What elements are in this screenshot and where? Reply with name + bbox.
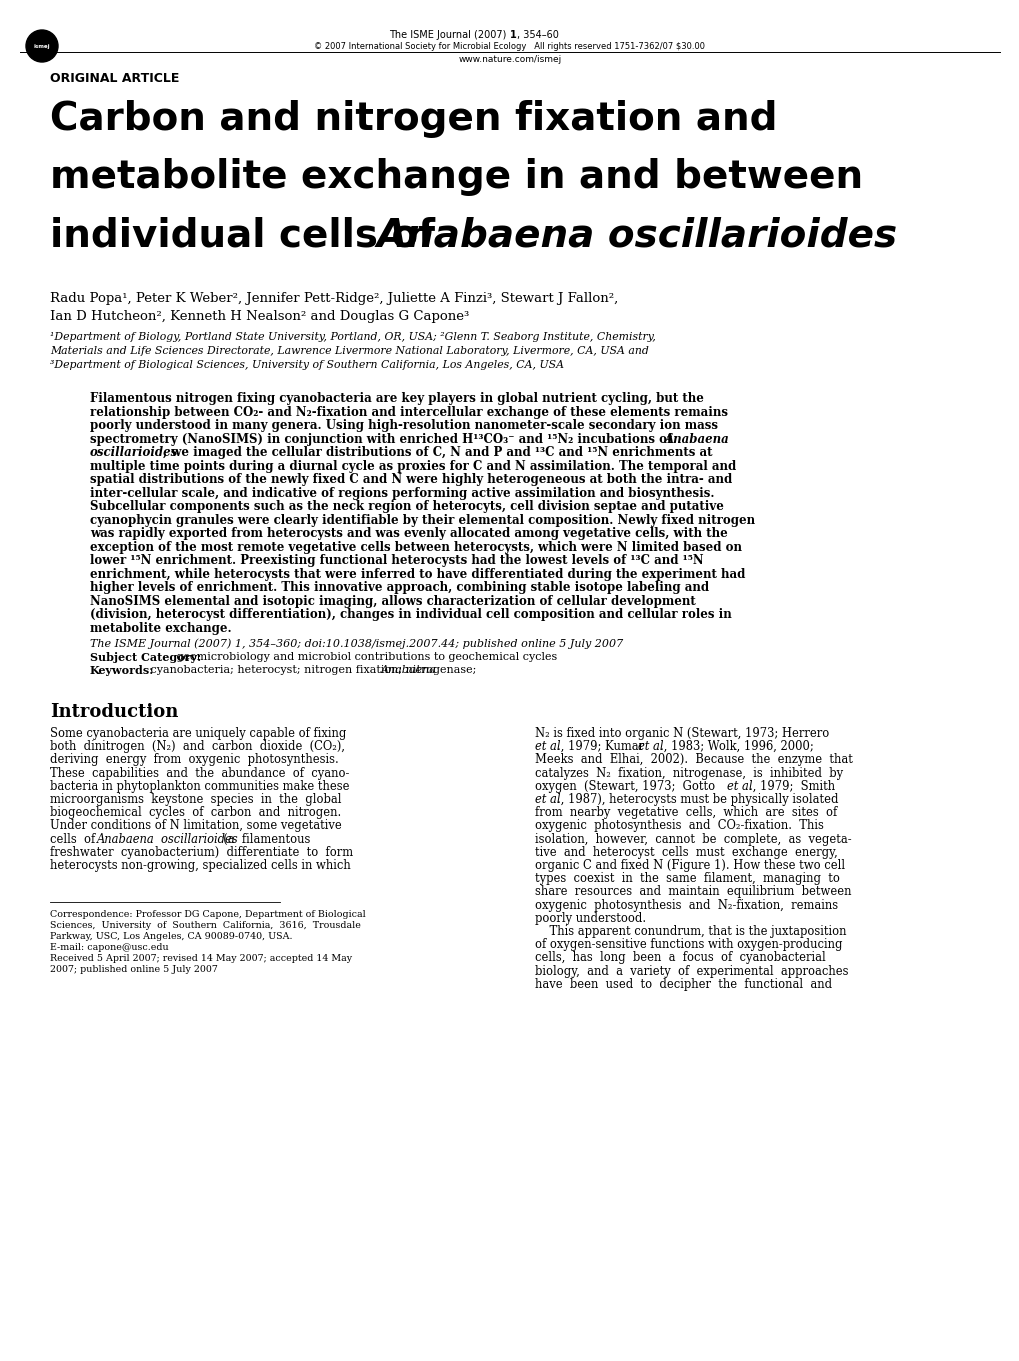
Text: Meeks  and  Elhai,  2002).  Because  the  enzyme  that: Meeks and Elhai, 2002). Because the enzy… xyxy=(535,754,852,766)
Text: cells,  has  long  been  a  focus  of  cyanobacterial: cells, has long been a focus of cyanobac… xyxy=(535,951,825,965)
Text: exception of the most remote vegetative cells between heterocysts, which were N : exception of the most remote vegetative … xyxy=(90,540,741,554)
Text: enrichment, while heterocysts that were inferred to have differentiated during t: enrichment, while heterocysts that were … xyxy=(90,568,745,581)
Text: Under conditions of N limitation, some vegetative: Under conditions of N limitation, some v… xyxy=(50,819,341,833)
Text: ismej: ismej xyxy=(34,44,50,49)
Text: cells  of: cells of xyxy=(50,833,102,845)
Text: (division, heterocyst differentiation), changes in individual cell composition a: (division, heterocyst differentiation), … xyxy=(90,608,731,621)
Text: Radu Popa¹, Peter K Weber², Jennifer Pett-Ridge², Juliette A Finzi³, Stewart J F: Radu Popa¹, Peter K Weber², Jennifer Pet… xyxy=(50,293,618,305)
Text: NanoSIMS elemental and isotopic imaging, allows characterization of cellular dev: NanoSIMS elemental and isotopic imaging,… xyxy=(90,595,695,607)
Text: E-mail: capone@usc.edu: E-mail: capone@usc.edu xyxy=(50,943,168,953)
Text: ., 1979; Kumar: ., 1979; Kumar xyxy=(556,740,647,753)
Text: These  capabilities  and  the  abundance  of  cyano-: These capabilities and the abundance of … xyxy=(50,766,350,780)
Text: have  been  used  to  decipher  the  functional  and: have been used to decipher the functiona… xyxy=(535,977,832,991)
Text: Correspondence: Professor DG Capone, Department of Biological: Correspondence: Professor DG Capone, Dep… xyxy=(50,911,366,919)
Text: inter-cellular scale, and indicative of regions performing active assimilation a: inter-cellular scale, and indicative of … xyxy=(90,486,713,499)
Text: This apparent conundrum, that is the juxtaposition: This apparent conundrum, that is the jux… xyxy=(535,925,846,938)
Text: freshwater  cyanobacterium)  differentiate  to  form: freshwater cyanobacterium) differentiate… xyxy=(50,845,353,859)
Text: N₂ is fixed into organic N (Stewart, 1973; Herrero: N₂ is fixed into organic N (Stewart, 197… xyxy=(535,727,828,740)
Text: spatial distributions of the newly fixed C and N were highly heterogeneous at bo: spatial distributions of the newly fixed… xyxy=(90,474,732,486)
Text: poorly understood in many genera. Using high-resolution nanometer-scale secondar: poorly understood in many genera. Using … xyxy=(90,419,717,431)
Text: individual cells of: individual cells of xyxy=(50,216,448,255)
Text: The ISME Journal (2007) 1, 354–360; doi:10.1038/ismej.2007.44; published online : The ISME Journal (2007) 1, 354–360; doi:… xyxy=(90,638,623,649)
Text: Anabaena: Anabaena xyxy=(664,433,729,445)
Text: , 354–60: , 354–60 xyxy=(517,30,558,39)
Text: oxygenic  photosynthesis  and  CO₂-fixation.  This: oxygenic photosynthesis and CO₂-fixation… xyxy=(535,819,823,833)
Text: tive  and  heterocyst  cells  must  exchange  energy,: tive and heterocyst cells must exchange … xyxy=(535,845,837,859)
Text: of oxygen-sensitive functions with oxygen-producing: of oxygen-sensitive functions with oxyge… xyxy=(535,938,842,951)
Text: biogeochemical  cycles  of  carbon  and  nitrogen.: biogeochemical cycles of carbon and nitr… xyxy=(50,806,341,819)
Text: share  resources  and  maintain  equilibrium  between: share resources and maintain equilibrium… xyxy=(535,886,851,898)
Text: Received 5 April 2007; revised 14 May 2007; accepted 14 May: Received 5 April 2007; revised 14 May 20… xyxy=(50,954,352,964)
Text: Introduction: Introduction xyxy=(50,704,178,721)
Text: spectrometry (NanoSIMS) in conjunction with enriched H¹³CO₃⁻ and ¹⁵N₂ incubation: spectrometry (NanoSIMS) in conjunction w… xyxy=(90,433,676,445)
Text: both  dinitrogen  (N₂)  and  carbon  dioxide  (CO₂),: both dinitrogen (N₂) and carbon dioxide … xyxy=(50,740,344,753)
Text: 2007; published online 5 July 2007: 2007; published online 5 July 2007 xyxy=(50,965,218,974)
Text: catalyzes  N₂  fixation,  nitrogenase,  is  inhibited  by: catalyzes N₂ fixation, nitrogenase, is i… xyxy=(535,766,843,780)
Text: types  coexist  in  the  same  filament,  managing  to: types coexist in the same filament, mana… xyxy=(535,872,839,885)
Text: geomicrobiology and microbiol contributions to geochemical cycles: geomicrobiology and microbiol contributi… xyxy=(173,652,556,661)
Text: ³Department of Biological Sciences, University of Southern California, Los Angel: ³Department of Biological Sciences, Univ… xyxy=(50,361,564,370)
Text: www.nature.com/ismej: www.nature.com/ismej xyxy=(458,54,561,64)
Circle shape xyxy=(25,30,58,63)
Text: Some cyanobacteria are uniquely capable of fixing: Some cyanobacteria are uniquely capable … xyxy=(50,727,346,740)
Text: oxygen  (Stewart, 1973;  Gotto: oxygen (Stewart, 1973; Gotto xyxy=(535,780,721,793)
Text: organic C and fixed N (Figure 1). How these two cell: organic C and fixed N (Figure 1). How th… xyxy=(535,859,845,872)
Text: The ISME Journal (2007): The ISME Journal (2007) xyxy=(389,30,510,39)
Text: et al: et al xyxy=(535,793,560,806)
Text: relationship between CO₂- and N₂-fixation and intercellular exchange of these el: relationship between CO₂- and N₂-fixatio… xyxy=(90,406,728,418)
Text: multiple time points during a diurnal cycle as proxies for C and N assimilation.: multiple time points during a diurnal cy… xyxy=(90,460,736,472)
Text: higher levels of enrichment. This innovative approach, combining stable isotope : higher levels of enrichment. This innova… xyxy=(90,581,708,593)
Text: cyanobacteria; heterocyst; nitrogen fixation; nitrogenase;: cyanobacteria; heterocyst; nitrogen fixa… xyxy=(147,666,479,675)
Text: lower ¹⁵N enrichment. Preexisting functional heterocysts had the lowest levels o: lower ¹⁵N enrichment. Preexisting functi… xyxy=(90,554,703,568)
Text: Anabaena  oscillarioides: Anabaena oscillarioides xyxy=(97,833,238,845)
Text: metabolite exchange.: metabolite exchange. xyxy=(90,622,231,634)
Text: ORIGINAL ARTICLE: ORIGINAL ARTICLE xyxy=(50,72,179,84)
Text: from  nearby  vegetative  cells,  which  are  sites  of: from nearby vegetative cells, which are … xyxy=(535,806,837,819)
Text: 1: 1 xyxy=(510,30,517,39)
Text: Keywords:: Keywords: xyxy=(90,666,154,676)
Text: ., 1983; Wolk, 1996, 2000;: ., 1983; Wolk, 1996, 2000; xyxy=(659,740,813,753)
Text: ¹Department of Biology, Portland State University, Portland, OR, USA; ²Glenn T. : ¹Department of Biology, Portland State U… xyxy=(50,332,655,342)
Text: ., 1987), heterocysts must be physically isolated: ., 1987), heterocysts must be physically… xyxy=(556,793,838,806)
Text: et al: et al xyxy=(637,740,662,753)
Text: Parkway, USC, Los Angeles, CA 90089-0740, USA.: Parkway, USC, Los Angeles, CA 90089-0740… xyxy=(50,932,292,942)
Text: (a  filamentous: (a filamentous xyxy=(216,833,310,845)
Text: microorganisms  keystone  species  in  the  global: microorganisms keystone species in the g… xyxy=(50,793,341,806)
Text: et al: et al xyxy=(535,740,560,753)
Text: was rapidly exported from heterocysts and was evenly allocated among vegetative : was rapidly exported from heterocysts an… xyxy=(90,527,727,540)
Text: cyanophycin granules were clearly identifiable by their elemental composition. N: cyanophycin granules were clearly identi… xyxy=(90,513,754,527)
Text: et al: et al xyxy=(727,780,752,793)
Text: oscillarioides: oscillarioides xyxy=(90,446,178,459)
Text: deriving  energy  from  oxygenic  photosynthesis.: deriving energy from oxygenic photosynth… xyxy=(50,754,338,766)
Text: , we imaged the cellular distributions of C, N and P and ¹³C and ¹⁵N enrichments: , we imaged the cellular distributions o… xyxy=(163,446,712,459)
Text: poorly understood.: poorly understood. xyxy=(535,912,645,925)
Text: © 2007 International Society for Microbial Ecology   All rights reserved 1751-73: © 2007 International Society for Microbi… xyxy=(314,42,705,50)
Text: Sciences,  University  of  Southern  California,  3616,  Trousdale: Sciences, University of Southern Califor… xyxy=(50,921,361,930)
Text: oxygenic  photosynthesis  and  N₂-fixation,  remains: oxygenic photosynthesis and N₂-fixation,… xyxy=(535,898,838,912)
Text: biology,  and  a  variety  of  experimental  approaches: biology, and a variety of experimental a… xyxy=(535,965,848,977)
Text: heterocysts non-growing, specialized cells in which: heterocysts non-growing, specialized cel… xyxy=(50,859,351,872)
Text: bacteria in phytoplankton communities make these: bacteria in phytoplankton communities ma… xyxy=(50,780,350,793)
Text: Subcellular components such as the neck region of heterocyts, cell division sept: Subcellular components such as the neck … xyxy=(90,499,723,513)
Text: metabolite exchange in and between: metabolite exchange in and between xyxy=(50,158,862,196)
Text: ., 1979;  Smith: ., 1979; Smith xyxy=(748,780,835,793)
Text: Subject Category:: Subject Category: xyxy=(90,652,201,663)
Text: Filamentous nitrogen fixing cyanobacteria are key players in global nutrient cyc: Filamentous nitrogen fixing cyanobacteri… xyxy=(90,392,703,406)
Text: isolation,  however,  cannot  be  complete,  as  vegeta-: isolation, however, cannot be complete, … xyxy=(535,833,851,845)
Text: Ian D Hutcheon², Kenneth H Nealson² and Douglas G Capone³: Ian D Hutcheon², Kenneth H Nealson² and … xyxy=(50,310,469,323)
Text: Anabaena: Anabaena xyxy=(381,666,436,675)
Text: Materials and Life Sciences Directorate, Lawrence Livermore National Laboratory,: Materials and Life Sciences Directorate,… xyxy=(50,346,648,357)
Text: Carbon and nitrogen fixation and: Carbon and nitrogen fixation and xyxy=(50,99,776,137)
Text: Anabaena oscillarioides: Anabaena oscillarioides xyxy=(377,216,898,255)
